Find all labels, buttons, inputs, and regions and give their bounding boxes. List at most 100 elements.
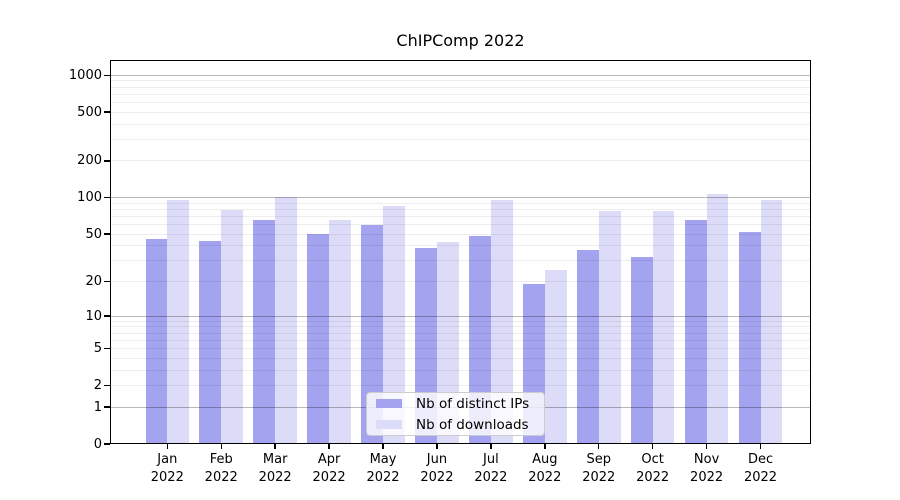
x-tick-label: Dec 2022 <box>743 452 778 485</box>
x-tick <box>382 444 384 449</box>
x-tick-label: Sep 2022 <box>582 452 616 485</box>
y-tick <box>104 196 110 199</box>
gridline <box>110 202 811 204</box>
gridline <box>110 280 811 282</box>
y-tick <box>104 443 110 445</box>
gridline <box>110 357 811 359</box>
legend: Nb of distinct IPs Nb of downloads <box>366 392 545 436</box>
gridline <box>110 197 811 199</box>
gridline <box>110 326 811 328</box>
y-tick-label: 500 <box>77 104 102 120</box>
gridline <box>110 208 811 210</box>
gridline <box>110 332 811 334</box>
y-tick <box>104 74 110 76</box>
gridline <box>110 101 811 103</box>
gridline <box>110 245 811 247</box>
bar-distinct-ips <box>145 238 168 444</box>
y-tick <box>104 160 110 162</box>
legend-swatch-downloads <box>376 420 402 429</box>
bar-downloads <box>221 210 244 444</box>
y-tick-label: 50 <box>85 226 102 242</box>
gridline <box>110 111 811 113</box>
x-tick <box>544 444 546 449</box>
x-tick-label: Jul 2022 <box>474 452 508 485</box>
gridline <box>110 80 811 82</box>
gridline <box>110 384 811 386</box>
y-tick-label: 10 <box>85 308 102 324</box>
gridline <box>110 339 811 341</box>
y-tick-label: 2 <box>93 377 102 393</box>
y-tick-label: 1 <box>93 399 102 415</box>
gridline <box>110 215 811 217</box>
gridline <box>110 260 811 262</box>
gridline <box>110 347 811 349</box>
gridline <box>110 74 811 76</box>
bar-distinct-ips <box>199 240 222 444</box>
y-tick <box>104 111 110 113</box>
x-tick-label: Oct 2022 <box>636 452 670 485</box>
x-tick <box>274 444 276 449</box>
x-tick <box>328 444 330 449</box>
x-tick <box>705 444 708 449</box>
x-tick-label: May 2022 <box>366 452 400 485</box>
x-tick <box>759 444 762 449</box>
bar-downloads <box>544 270 567 444</box>
bar-distinct-ips <box>307 234 330 444</box>
bar-downloads <box>275 196 297 444</box>
y-tick-label: 1000 <box>68 67 102 83</box>
y-tick <box>104 315 110 317</box>
y-tick <box>104 406 110 408</box>
gridline <box>110 123 811 125</box>
bar-distinct-ips <box>630 257 653 444</box>
x-tick-label: Feb 2022 <box>204 452 238 485</box>
bar-distinct-ips <box>361 224 384 444</box>
y-tick <box>104 280 110 283</box>
y-tick-label: 20 <box>85 273 102 289</box>
x-tick <box>598 444 600 449</box>
bar-distinct-ips <box>684 220 707 444</box>
legend-item-label: Nb of distinct IPs <box>416 395 530 412</box>
plot-area <box>104 60 811 449</box>
y-tick-label: 0 <box>93 436 102 452</box>
y-tick <box>104 384 110 387</box>
gridline <box>110 224 811 226</box>
x-tick <box>436 444 438 449</box>
gridline <box>110 369 811 371</box>
legend-swatch-distinct-ips <box>376 399 402 408</box>
x-tick-label: Jun 2022 <box>420 452 454 485</box>
gridline <box>110 315 811 317</box>
x-tick-label: Nov 2022 <box>690 452 724 485</box>
x-tick-label: Mar 2022 <box>258 452 292 485</box>
bar-downloads <box>706 193 729 444</box>
bar-downloads <box>383 205 405 444</box>
x-tick <box>220 444 222 449</box>
legend-item: Nb of distinct IPs <box>376 395 535 412</box>
legend-item-label: Nb of downloads <box>416 416 529 433</box>
y-tick-label: 200 <box>77 153 102 169</box>
bar-distinct-ips <box>253 219 276 444</box>
chart-title: ChIPComp 2022 <box>396 31 525 50</box>
x-tick <box>490 444 492 449</box>
bar-downloads <box>490 199 513 444</box>
x-tick <box>651 444 654 449</box>
bar-downloads <box>652 210 675 444</box>
x-tick-label: Apr 2022 <box>312 452 346 485</box>
gridline <box>110 93 811 95</box>
gridline <box>110 233 811 235</box>
y-tick-label: 5 <box>93 340 102 356</box>
x-tick <box>166 444 168 449</box>
x-tick-label: Jan 2022 <box>150 452 184 485</box>
bar-downloads <box>760 200 783 444</box>
legend-item: Nb of downloads <box>376 416 535 433</box>
bar-downloads <box>167 199 190 444</box>
bar-distinct-ips <box>738 232 761 444</box>
bar-downloads <box>329 219 351 444</box>
x-tick-label: Aug 2022 <box>528 452 562 485</box>
y-tick <box>104 233 110 235</box>
gridline <box>110 138 811 140</box>
bar-distinct-ips <box>576 249 599 444</box>
y-tick <box>104 347 110 350</box>
y-tick-label: 100 <box>77 190 102 206</box>
gridline <box>110 160 811 162</box>
